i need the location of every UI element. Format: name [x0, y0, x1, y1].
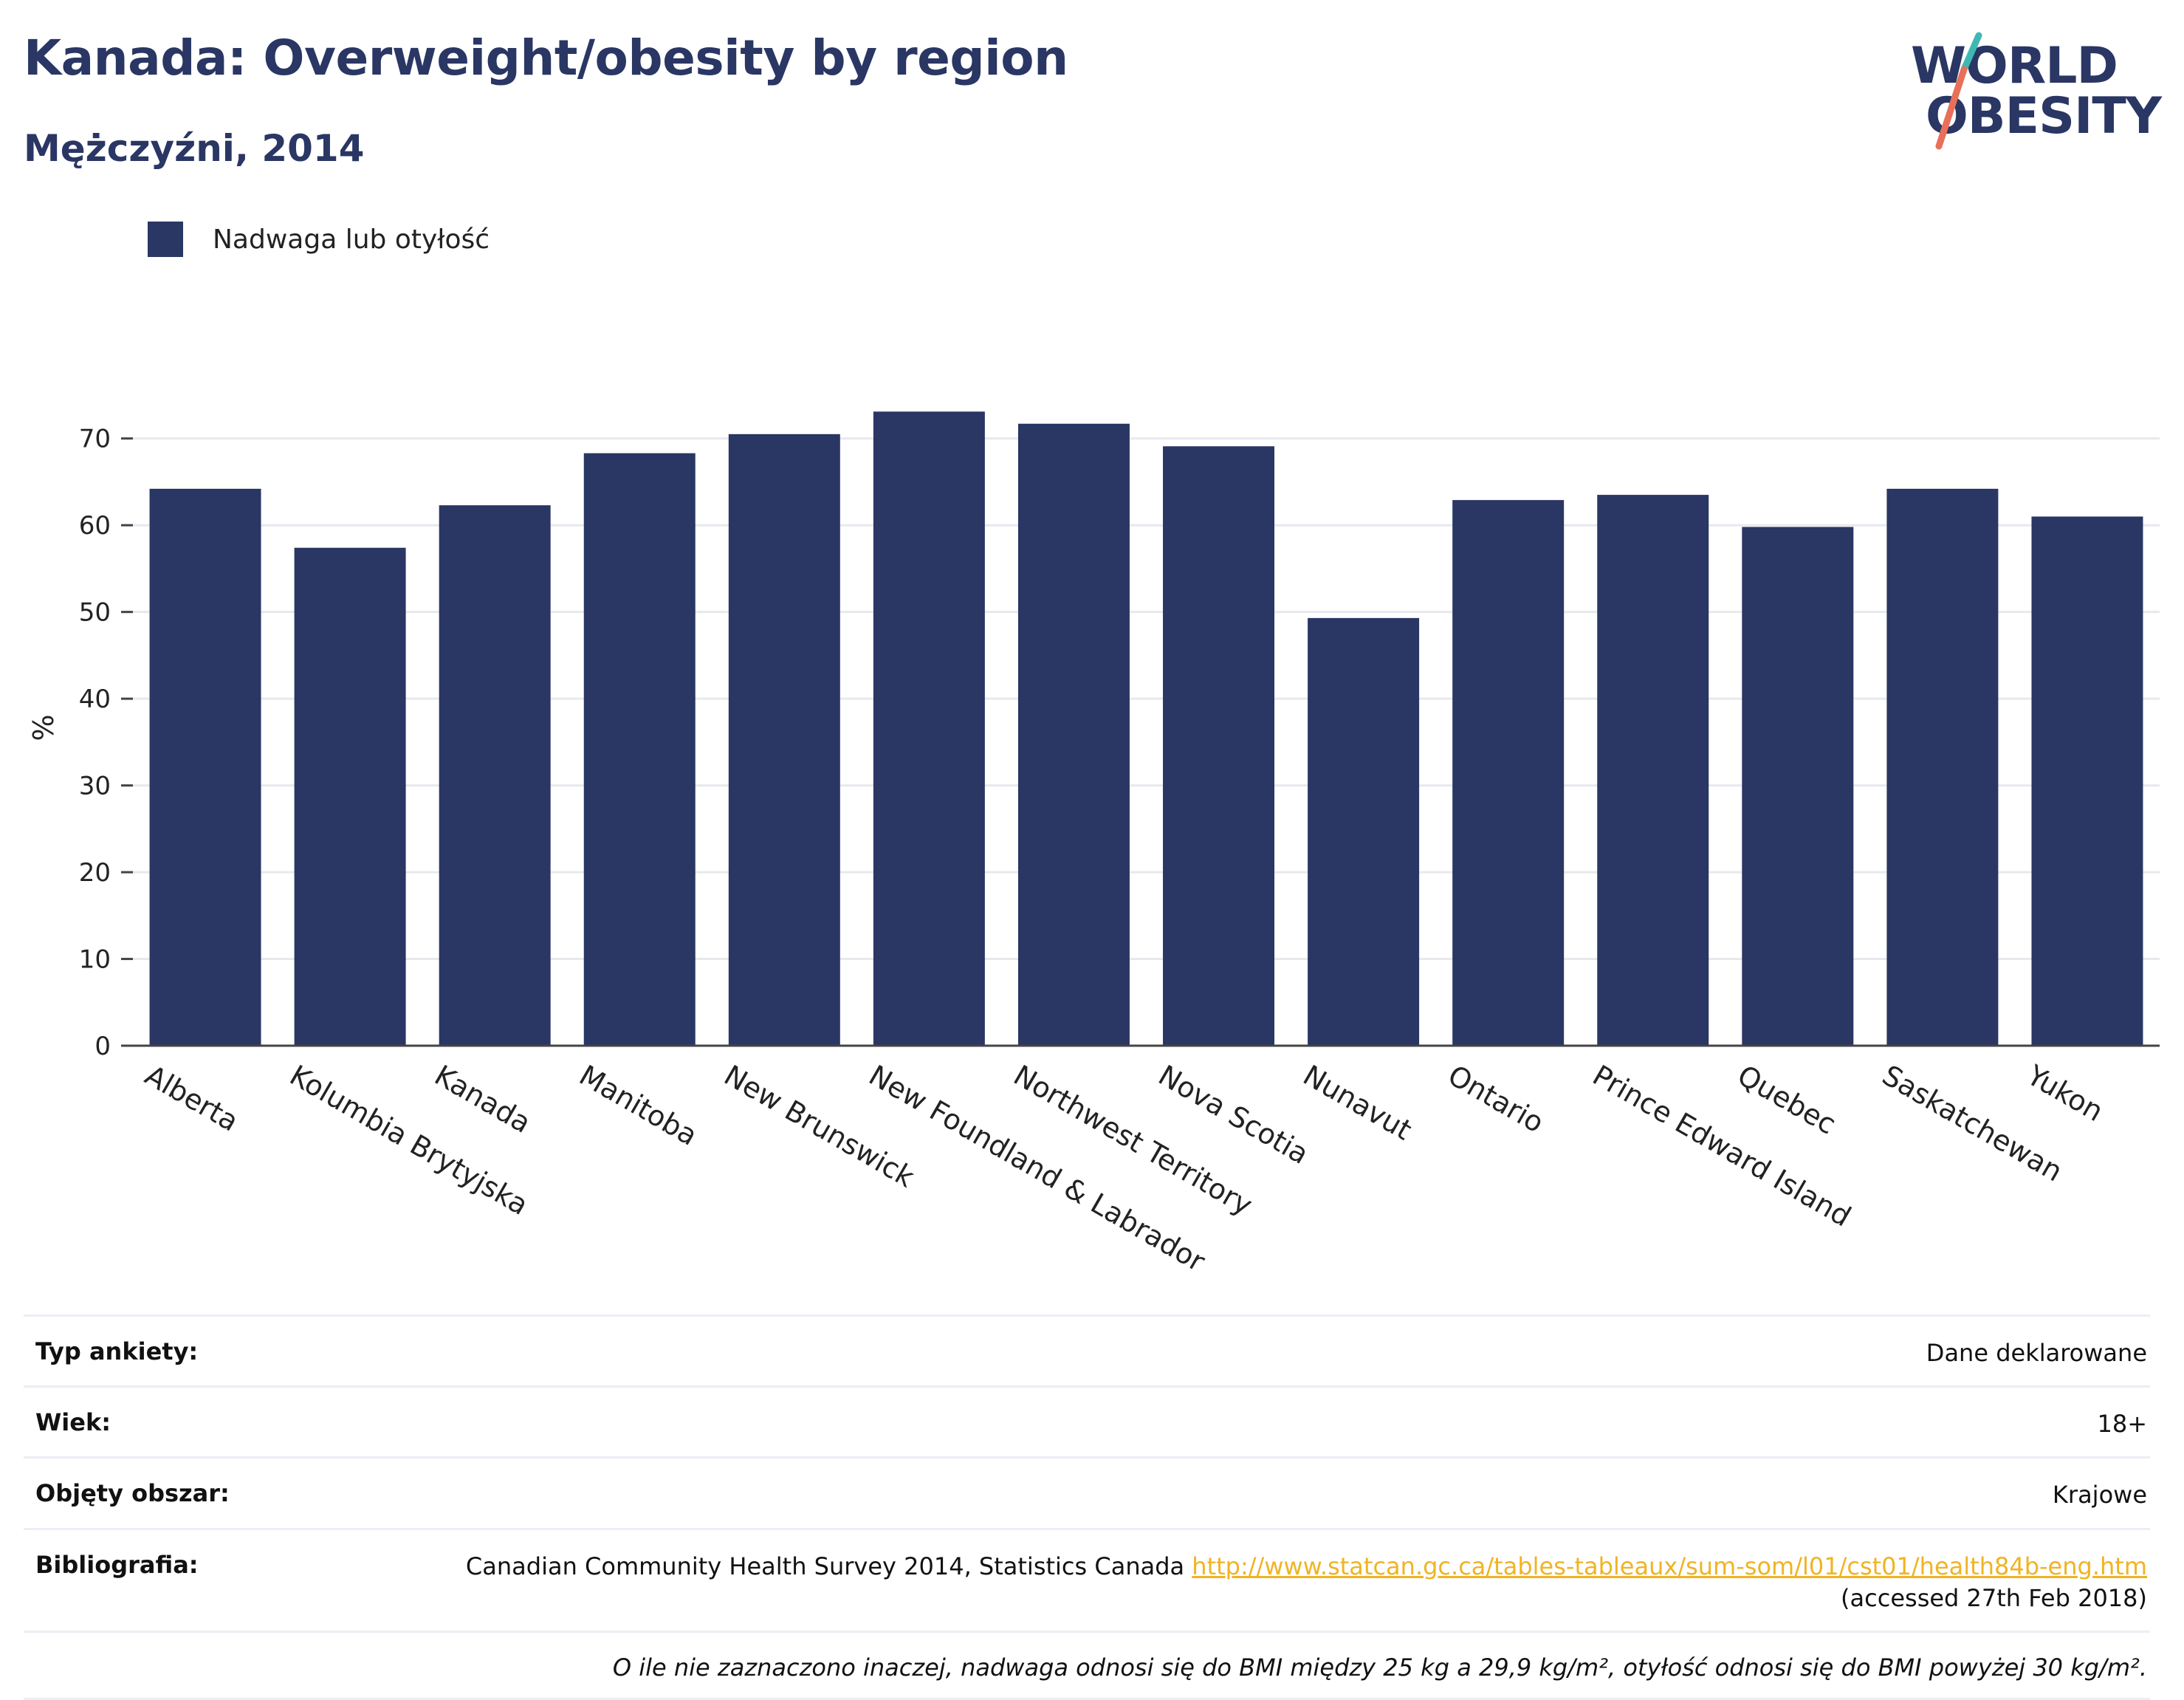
survey-type-label: Typ ankiety:	[35, 1337, 199, 1365]
bar	[1452, 500, 1565, 1046]
bibliography-text: Canadian Community Health Survey 2014, S…	[465, 1552, 1185, 1580]
bar	[294, 547, 406, 1046]
chart-legend[interactable]: Nadwaga lub otyłość	[148, 222, 490, 257]
x-tick-label: Yukon	[2021, 1058, 2109, 1128]
chart-subtitle: Mężczyźni, 2014	[24, 127, 365, 170]
legend-label: Nadwaga lub otyłość	[213, 224, 490, 255]
logo-slash-icon	[1935, 32, 1982, 150]
x-tick-label: Ontario	[1443, 1059, 1550, 1139]
bar	[728, 433, 840, 1046]
bar	[149, 488, 261, 1046]
survey-type-value: Dane deklarowane	[1926, 1339, 2147, 1367]
bibliography-link[interactable]: http://www.statcan.gc.ca/tables-tableaux…	[1192, 1552, 2147, 1580]
bar	[1308, 617, 1420, 1046]
age-label: Wiek:	[35, 1408, 111, 1437]
bar	[1017, 423, 1130, 1046]
meta-row-note: O ile nie zaznaczono inaczej, nadwaga od…	[24, 1630, 2150, 1700]
meta-row-survey-type: Typ ankiety: Dane deklarowane	[24, 1315, 2150, 1385]
bibliography-value: Canadian Community Health Survey 2014, S…	[449, 1551, 2147, 1614]
area-value: Krajowe	[2052, 1481, 2147, 1509]
y-tick-label: 40	[79, 685, 111, 714]
chart-title: Kanada: Overweight/obesity by region	[24, 30, 1068, 86]
y-tick-label: 70	[79, 425, 111, 454]
bar-chart: 0 10 20 30 40 50 60 70% Alberta Kolumbia Brytyjsk…	[27, 411, 2160, 1278]
logo-line2: OBESITY	[1926, 87, 2162, 145]
y-tick-label: 20	[79, 858, 111, 888]
y-tick-label: 50	[79, 598, 111, 628]
area-label: Objęty obszar:	[35, 1479, 230, 1508]
y-tick-label: 60	[79, 511, 111, 541]
x-tick-label: Kanada	[429, 1059, 536, 1139]
world-obesity-logo[interactable]: WORLD OBESITY	[1911, 27, 2162, 152]
bar	[1886, 488, 1999, 1046]
logo-line1: WORLD	[1911, 37, 2118, 95]
y-tick-label: 0	[95, 1032, 111, 1061]
y-tick-label: 10	[79, 945, 111, 975]
x-tick-label: Quebec	[1732, 1059, 1841, 1141]
bibliography-accessed: (accessed 27th Feb 2018)	[1841, 1583, 2147, 1612]
definition-note: O ile nie zaznaczono inaczej, nadwaga od…	[612, 1653, 2147, 1682]
x-tick-label: Kolumbia Brytyjska	[284, 1059, 534, 1221]
x-tick-label: Nunavut	[1298, 1059, 1418, 1147]
meta-row-age: Wiek: 18+	[24, 1385, 2150, 1456]
age-value: 18+	[2097, 1410, 2147, 1439]
bar	[873, 411, 985, 1046]
survey-info-table: Typ ankiety: Dane deklarowane Wiek: 18+ …	[24, 1315, 2150, 1700]
x-tick-label: Northwest Territory	[1009, 1059, 1258, 1222]
bibliography-label: Bibliografia:	[35, 1550, 199, 1579]
bar	[1163, 446, 1275, 1046]
y-tick-label: 30	[79, 772, 111, 801]
legend-swatch	[148, 222, 183, 257]
bar	[439, 505, 551, 1046]
bar	[2031, 516, 2143, 1046]
bar	[583, 453, 696, 1046]
x-tick-label: Alberta	[140, 1059, 244, 1138]
x-tick-label: Manitoba	[574, 1059, 703, 1152]
y-axis-label: %	[27, 714, 60, 741]
bar	[1742, 527, 1854, 1046]
x-tick-label: Prince Edward Island	[1587, 1059, 1857, 1233]
meta-row-bibliography: Bibliografia: Canadian Community Health …	[24, 1527, 2150, 1631]
bar	[1597, 495, 1709, 1046]
meta-row-area: Objęty obszar: Krajowe	[24, 1456, 2150, 1527]
